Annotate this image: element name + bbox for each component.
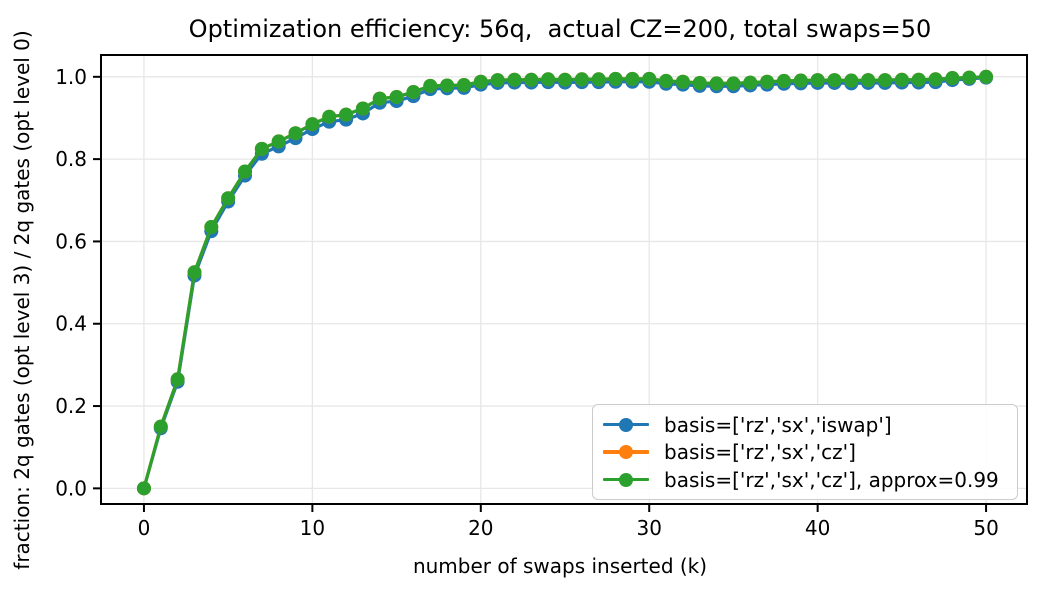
series-cz-approx-point [776, 73, 791, 88]
series-cz-approx-point [558, 72, 573, 87]
x-tick-label: 50 [973, 516, 998, 540]
series-cz-approx-point [187, 265, 202, 280]
series-cz-approx-point [170, 372, 185, 387]
series-cz-approx-point [136, 481, 151, 496]
series-cz-approx-point [793, 73, 808, 88]
chart-title: Optimization efficiency: 56q, actual CZ=… [188, 14, 932, 43]
series-cz-approx-point [305, 117, 320, 132]
series-cz-approx-point [389, 89, 404, 104]
y-tick-label: 0.0 [55, 476, 87, 500]
x-tick-label: 10 [300, 516, 325, 540]
series-cz-approx-point [659, 73, 674, 88]
series-cz-approx-point [372, 91, 387, 106]
series-cz-approx-point [642, 71, 657, 86]
x-tick-label: 20 [468, 516, 493, 540]
series-cz-approx-point [355, 101, 370, 116]
legend-label-cz-approx: basis=['rz','sx','cz'], approx=0.99 [664, 467, 999, 492]
series-cz-approx-point [810, 73, 825, 88]
y-tick-label: 1.0 [55, 65, 87, 89]
series-cz-approx-point [490, 73, 505, 88]
series-cz-approx-point [625, 71, 640, 86]
x-tick-label: 30 [636, 516, 661, 540]
x-tick-label: 0 [138, 516, 151, 540]
series-cz-approx-point [574, 72, 589, 87]
legend-marker-cz-approx-icon [603, 472, 649, 488]
series-cz-approx-point [524, 72, 539, 87]
series-cz-approx-point [878, 73, 893, 88]
series-cz-approx-point [844, 73, 859, 88]
legend-label-iswap: basis=['rz','sx','iswap'] [664, 412, 892, 437]
series-cz-approx-point [675, 74, 690, 89]
legend-item-cz-approx: basis=['rz','sx','cz'], approx=0.99 [603, 470, 1007, 490]
y-tick-label: 0.2 [55, 394, 87, 418]
series-cz-approx-point [440, 78, 455, 93]
series-cz-approx-point [709, 76, 724, 91]
series-cz-approx-point [861, 73, 876, 88]
series-cz-approx-point [473, 74, 488, 89]
series-cz-approx-point [406, 85, 421, 100]
series-cz-approx-point [591, 72, 606, 87]
series-cz-approx-point [507, 72, 522, 87]
legend-marker-iswap-icon [603, 417, 649, 433]
series-cz-approx-point [254, 141, 269, 156]
series-cz-approx-point [322, 109, 337, 124]
series-cz-approx-point [692, 75, 707, 90]
series-cz-approx-point [153, 419, 168, 434]
series-cz-approx-point [979, 69, 994, 84]
series-cz-approx-point [238, 164, 253, 179]
series-cz-approx-point [928, 72, 943, 87]
series-cz-approx-point [608, 71, 623, 86]
x-tick-label: 40 [805, 516, 830, 540]
series-cz-approx-point [945, 71, 960, 86]
y-tick-label: 0.8 [55, 147, 87, 171]
series-cz-approx-point [456, 78, 471, 93]
series-cz-approx-point [760, 74, 775, 89]
series-cz-approx-point [827, 73, 842, 88]
series-cz-approx-point [894, 72, 909, 87]
series-cz-approx-point [541, 72, 556, 87]
series-cz-approx-point [911, 72, 926, 87]
series-cz-approx-point [339, 107, 354, 122]
y-tick-label: 0.6 [55, 229, 87, 253]
legend-item-iswap: basis=['rz','sx','iswap'] [603, 415, 1007, 435]
series-cz-approx-point [423, 78, 438, 93]
axes-spines [100, 54, 1028, 505]
y-tick-label: 0.4 [55, 312, 87, 336]
series-cz-approx-point [962, 70, 977, 85]
legend: basis=['rz','sx','iswap'] basis=['rz','s… [592, 404, 1018, 500]
series-cz-approx-point [221, 191, 236, 206]
x-axis-label: number of swaps inserted (k) [412, 554, 708, 578]
legend-item-cz: basis=['rz','sx','cz'] [603, 442, 1007, 462]
series-cz-approx-point [743, 75, 758, 90]
series-cz-approx-point [271, 134, 286, 149]
series-cz-approx-point [204, 220, 219, 235]
legend-label-cz: basis=['rz','sx','cz'] [664, 440, 856, 464]
series-cz-approx-point [288, 126, 303, 141]
series-cz-approx-point [726, 76, 741, 91]
legend-marker-cz-icon [603, 444, 649, 460]
